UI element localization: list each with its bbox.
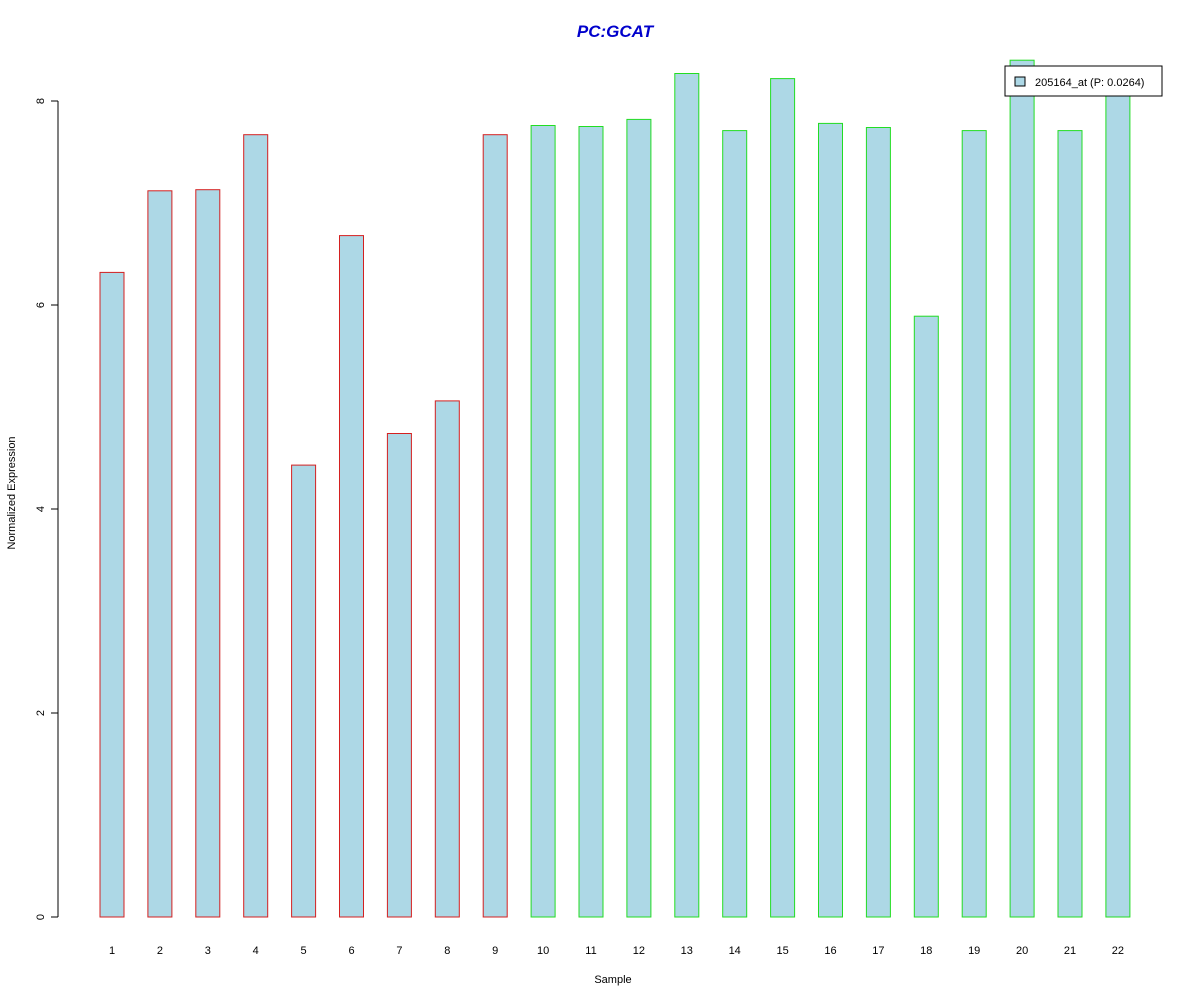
y-axis-label: Normalized Expression	[6, 436, 18, 549]
x-tick-label: 14	[729, 945, 741, 957]
bar-sample-21	[1057, 130, 1083, 918]
bar-sample-9	[482, 134, 508, 918]
y-tick-label: 6	[35, 302, 47, 308]
legend-box	[1004, 65, 1163, 97]
x-tick-label: 11	[585, 945, 596, 957]
y-axis: 0 2 4 6 8	[35, 98, 59, 920]
x-tick-label: 1	[109, 945, 115, 957]
x-tick-label: 16	[824, 945, 836, 957]
bars-group	[99, 59, 1131, 918]
x-tick-label: 5	[301, 945, 307, 957]
x-tick-label: 2	[157, 945, 163, 957]
x-tick-label: 19	[968, 945, 980, 957]
bar-sample-20	[1009, 59, 1035, 918]
bar-sample-7	[386, 433, 412, 918]
x-tick-labels: 1 2 3 4 5 6 7 8 9 10 11 12 13 14 15 16 17 18 19 20 21 22	[109, 945, 1124, 957]
bar-sample-13	[674, 73, 700, 918]
bar-sample-19	[961, 130, 987, 918]
bar-sample-14	[722, 130, 748, 918]
x-tick-label: 10	[537, 945, 549, 957]
bar-sample-12	[626, 118, 652, 918]
bar-sample-11	[578, 126, 604, 918]
bar-sample-18	[913, 315, 939, 918]
legend: 205164_at (P: 0.0264)	[1004, 65, 1163, 97]
x-tick-label: 7	[396, 945, 402, 957]
x-tick-label: 3	[205, 945, 211, 957]
bar-sample-3	[195, 189, 221, 918]
legend-label: 205164_at (P: 0.0264)	[1035, 77, 1144, 89]
legend-swatch	[1014, 76, 1026, 87]
y-tick-label: 8	[35, 98, 47, 104]
y-tick-label: 2	[35, 710, 47, 716]
chart-title: PC:GCAT	[577, 22, 655, 41]
bar-sample-22	[1105, 88, 1131, 918]
x-tick-label: 4	[253, 945, 259, 957]
x-tick-label: 18	[920, 945, 932, 957]
y-tick-label: 4	[35, 506, 47, 512]
x-tick-label: 12	[633, 945, 645, 957]
bar-sample-2	[147, 190, 173, 918]
bar-sample-16	[818, 122, 843, 918]
x-tick-label: 13	[681, 945, 693, 957]
x-axis-label: Sample	[594, 974, 631, 986]
x-tick-label: 15	[776, 945, 788, 957]
bar-sample-10	[530, 125, 556, 918]
y-tick-label: 0	[35, 914, 47, 920]
x-tick-label: 17	[872, 945, 884, 957]
bar-sample-5	[291, 464, 317, 918]
bar-sample-1	[99, 271, 125, 918]
bar-sample-8	[434, 400, 460, 918]
bar-sample-17	[865, 127, 891, 918]
x-tick-label: 9	[492, 945, 498, 957]
x-tick-label: 8	[444, 945, 450, 957]
x-tick-label: 20	[1016, 945, 1028, 957]
bar-sample-15	[770, 78, 796, 918]
x-tick-label: 22	[1112, 945, 1124, 957]
x-tick-label: 21	[1064, 945, 1076, 957]
x-tick-label: 6	[348, 945, 354, 957]
bar-sample-6	[339, 235, 364, 918]
bar-sample-4	[243, 134, 269, 918]
